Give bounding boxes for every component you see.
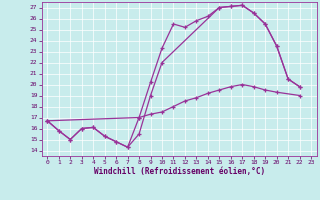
X-axis label: Windchill (Refroidissement éolien,°C): Windchill (Refroidissement éolien,°C)	[94, 167, 265, 176]
